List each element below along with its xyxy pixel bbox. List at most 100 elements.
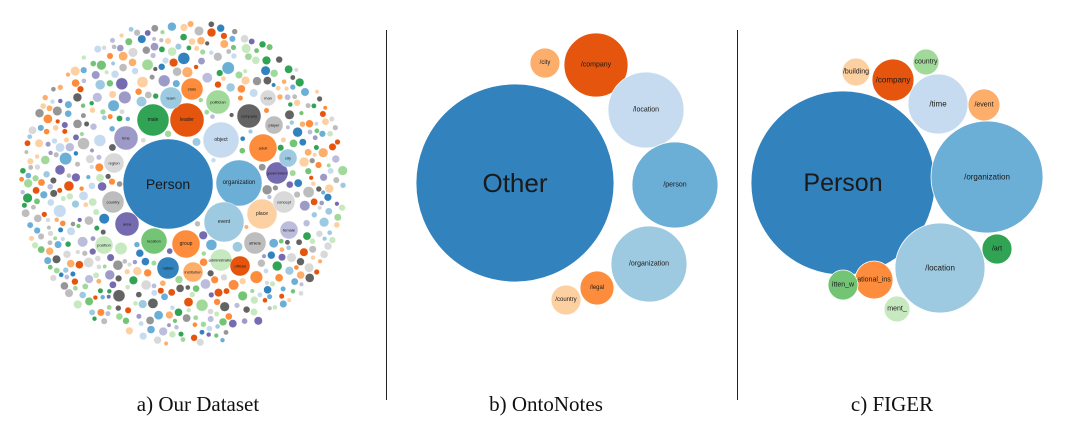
minor-type-bubble <box>253 316 263 326</box>
minor-type-bubble <box>321 117 330 126</box>
minor-type-bubble <box>183 297 194 307</box>
minor-type-bubble <box>100 317 108 325</box>
bubble-object-circle <box>202 121 240 159</box>
minor-type-bubble <box>135 249 144 258</box>
minor-type-bubble <box>214 323 221 330</box>
minor-type-bubble <box>88 309 96 316</box>
minor-type-bubble <box>206 27 217 38</box>
minor-type-bubble <box>94 162 104 172</box>
minor-type-bubble <box>200 321 207 328</box>
bubble-leader-circle <box>169 102 205 138</box>
minor-type-bubble <box>163 341 169 346</box>
bubble-art-circle <box>981 233 1013 265</box>
minor-type-bubble <box>56 187 63 194</box>
minor-type-bubble <box>237 290 248 301</box>
minor-type-bubble <box>47 183 54 191</box>
minor-type-bubble <box>143 268 152 278</box>
bubble-label: /location <box>925 264 955 273</box>
panel-divider <box>737 30 739 400</box>
minor-type-bubble <box>193 45 200 52</box>
minor-type-bubble <box>52 254 61 264</box>
minor-type-bubble <box>146 325 156 334</box>
minor-type-bubble <box>92 208 100 216</box>
minor-type-bubble <box>114 242 128 255</box>
bubble-label: female <box>283 228 296 233</box>
minor-type-bubble <box>324 207 333 216</box>
bubble-label: place <box>256 211 268 217</box>
minor-type-bubble <box>141 257 150 266</box>
minor-type-bubble <box>304 167 312 175</box>
minor-type-bubble <box>318 130 326 138</box>
minor-type-bubble <box>172 79 181 88</box>
minor-type-bubble <box>18 176 25 182</box>
minor-type-bubble <box>71 172 81 182</box>
minor-type-bubble <box>90 60 97 67</box>
minor-type-bubble <box>92 271 100 279</box>
minor-type-bubble <box>60 195 67 202</box>
minor-type-bubble <box>284 93 291 101</box>
minor-type-bubble <box>47 239 53 246</box>
minor-type-bubble <box>47 264 54 271</box>
bubble-label: organization <box>223 180 256 186</box>
minor-type-bubble <box>337 165 348 176</box>
minor-type-bubble <box>34 138 44 148</box>
minor-type-bubble <box>37 233 45 240</box>
minor-type-bubble <box>201 251 207 257</box>
minor-type-bubble <box>42 94 49 101</box>
minor-type-bubble <box>214 288 223 297</box>
minor-type-bubble <box>89 164 95 170</box>
minor-type-bubble <box>132 300 139 307</box>
minor-type-bubble <box>85 154 95 164</box>
minor-type-bubble <box>187 20 195 28</box>
minor-type-bubble <box>199 49 206 56</box>
minor-type-bubble <box>201 72 213 83</box>
minor-type-bubble <box>284 239 291 246</box>
minor-type-bubble <box>179 23 188 32</box>
minor-type-bubble <box>293 99 301 107</box>
bubble-label: object <box>214 137 228 143</box>
minor-type-bubble <box>58 272 64 278</box>
minor-type-bubble <box>53 267 61 274</box>
minor-type-bubble <box>150 52 157 59</box>
minor-type-bubble <box>82 283 89 290</box>
minor-type-bubble <box>312 134 319 141</box>
minor-type-bubble <box>207 315 215 323</box>
minor-type-bubble <box>311 211 318 218</box>
minor-type-bubble <box>60 236 66 242</box>
minor-type-bubble <box>258 163 267 171</box>
minor-type-bubble <box>66 259 75 268</box>
minor-type-bubble <box>27 164 34 171</box>
minor-type-bubble <box>298 110 304 116</box>
minor-type-bubble <box>192 284 200 293</box>
minor-type-bubble <box>244 52 253 61</box>
minor-type-bubble <box>115 312 124 321</box>
bubble-area-circle <box>114 211 140 237</box>
minor-type-bubble <box>206 325 213 332</box>
minor-type-bubble <box>305 119 314 128</box>
minor-type-bubble <box>144 29 151 37</box>
minor-type-bubble <box>57 98 63 104</box>
minor-type-bubble <box>334 138 341 145</box>
minor-type-bubble <box>50 177 57 184</box>
minor-type-bubble <box>216 69 224 77</box>
minor-type-bubble <box>78 186 85 192</box>
minor-type-bubble <box>276 93 284 101</box>
minor-type-bubble <box>213 298 221 306</box>
bubble-time-circle <box>113 125 139 151</box>
bubble-location: location <box>140 227 168 255</box>
minor-type-bubble <box>239 147 246 154</box>
panel-figer: Person/organization/location/time/compan… <box>750 48 1044 323</box>
minor-type-bubble <box>272 260 283 272</box>
minor-type-bubble <box>137 34 147 44</box>
minor-type-bubble <box>110 61 116 66</box>
minor-type-bubble <box>109 37 116 44</box>
minor-type-bubble <box>71 278 79 286</box>
minor-type-bubble <box>80 112 87 119</box>
minor-type-bubble <box>298 290 304 296</box>
minor-type-bubble <box>167 46 177 57</box>
bubble-label: /art <box>992 246 1002 253</box>
minor-type-bubble <box>108 143 117 152</box>
minor-type-bubble <box>208 291 215 298</box>
minor-type-bubble <box>198 97 204 103</box>
minor-type-bubble <box>304 148 312 157</box>
